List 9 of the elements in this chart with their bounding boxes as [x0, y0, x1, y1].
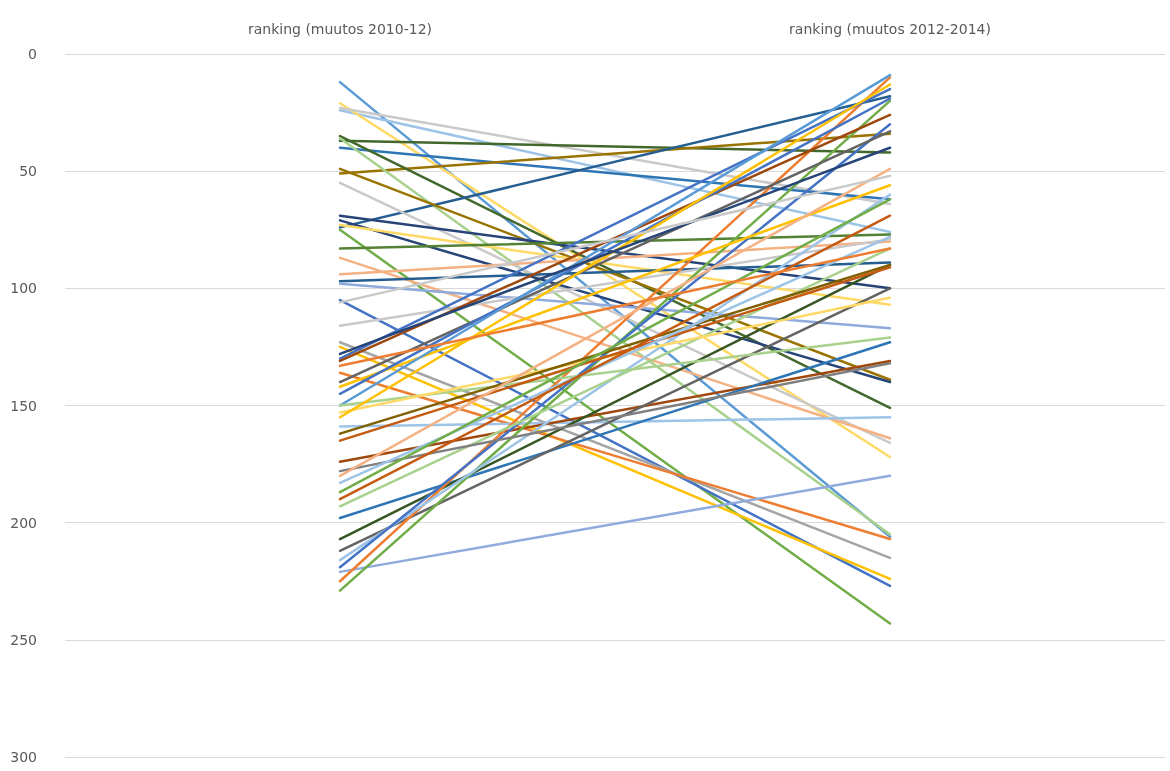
x-tick-label: ranking (muutos 2012-2014) [789, 21, 991, 37]
y-tick-label: 100 [10, 280, 37, 297]
y-tick-label: 150 [10, 397, 37, 414]
y-tick-label: 200 [10, 514, 37, 531]
x-tick-label: ranking (muutos 2010-12) [247, 21, 433, 37]
y-tick-label: 0 [28, 46, 37, 62]
y-tick-label: 50 [19, 163, 37, 180]
y-tick-label: 300 [10, 749, 37, 765]
y-tick-label: 250 [10, 631, 37, 648]
